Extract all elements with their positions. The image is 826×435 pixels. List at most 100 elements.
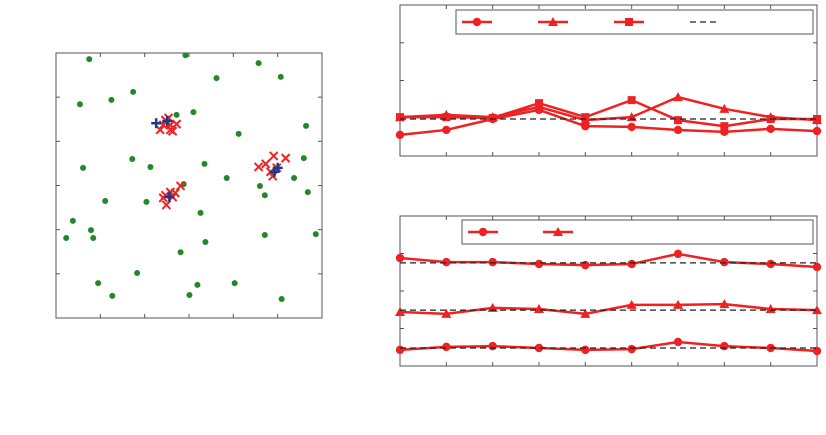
legend-marker [553,227,563,236]
scatter-point [194,281,201,288]
legend-marker [472,17,482,27]
scatter-point [130,88,137,95]
series-marker [813,115,821,124]
scatter-point [151,118,162,129]
series-marker [488,113,497,122]
series-marker [535,99,543,108]
series-line [399,340,818,353]
scatter-point [300,155,307,162]
series-marker [581,345,590,355]
scatter-point [69,217,76,224]
scatter-point [88,227,95,234]
scatter-point [255,60,262,67]
series-marker [395,130,405,140]
series-marker [674,116,682,125]
series-marker [673,249,683,259]
series-marker [395,345,405,355]
scatter-point [312,231,319,238]
series-marker [581,260,590,270]
series-marker [442,257,451,267]
scatter-point [175,181,186,191]
scatter-point [291,174,298,181]
series-marker [720,122,729,131]
scatter-point [261,231,268,238]
scatter-point [280,153,291,163]
scatter-point [173,111,180,118]
series-marker [581,113,590,122]
scatter-point [161,200,172,210]
series-marker [673,299,683,309]
series-line [399,108,818,137]
scatter-point [235,130,242,137]
scatter-point [260,159,271,169]
scatter-point [95,280,102,287]
series-marker [766,124,775,134]
legend-box [461,219,814,245]
scatter-point [155,125,165,135]
series-line [399,95,818,122]
legend-marker [548,17,558,26]
legend-marker [478,227,488,237]
plot-frame [55,52,323,319]
scatter-point [190,109,197,116]
scatter-point [63,235,70,242]
series-marker [395,253,405,263]
scatter-point [253,162,264,172]
scatter-point [165,125,176,135]
scatter-point [108,96,115,103]
series-marker [719,299,730,309]
series-marker [812,346,822,356]
scatter-point [278,296,285,303]
series-marker [442,342,451,352]
scatter-point [129,156,136,162]
series-marker [812,262,822,272]
scatter-point [158,193,168,203]
scatter-point [164,191,175,202]
series-line [400,98,817,128]
scatter-point [147,163,154,170]
scatter-point [231,280,238,287]
scatter-point [304,189,311,196]
scatter-point [182,52,189,59]
scatter-point [86,56,93,63]
series-marker [488,341,497,351]
scatter-point [143,198,150,205]
scatter-point [186,292,193,299]
series-marker [534,259,544,269]
series-marker [719,103,730,113]
series-marker [534,343,544,353]
scatter-point [256,182,263,189]
series-marker [441,308,452,318]
scatter-point [303,122,310,129]
scatter-point [269,166,280,177]
series-marker [720,257,729,267]
series-marker [626,299,637,309]
scatter-point [80,164,87,171]
series-marker [442,125,451,135]
series-marker [395,307,405,316]
scatter-point [90,235,97,242]
series-line [399,252,818,269]
series-marker [627,259,636,269]
scatter-point [162,116,173,127]
scatter-point [261,192,268,199]
scatter-point [76,101,83,108]
scatter-point [134,269,141,276]
scatter-point [102,197,109,204]
series-marker [396,113,404,122]
scatter-point [197,209,204,216]
series-line [399,302,818,316]
series-marker [442,113,451,122]
series-marker [812,305,822,315]
series-marker [673,337,683,347]
series-marker [673,125,683,135]
series-marker [627,344,636,354]
scatter-point [268,151,279,161]
series-marker [488,257,497,267]
series-marker [812,126,822,136]
scatter-point [109,292,116,299]
series-marker [580,308,591,318]
series-marker [673,92,683,102]
legend-marker [625,18,633,26]
